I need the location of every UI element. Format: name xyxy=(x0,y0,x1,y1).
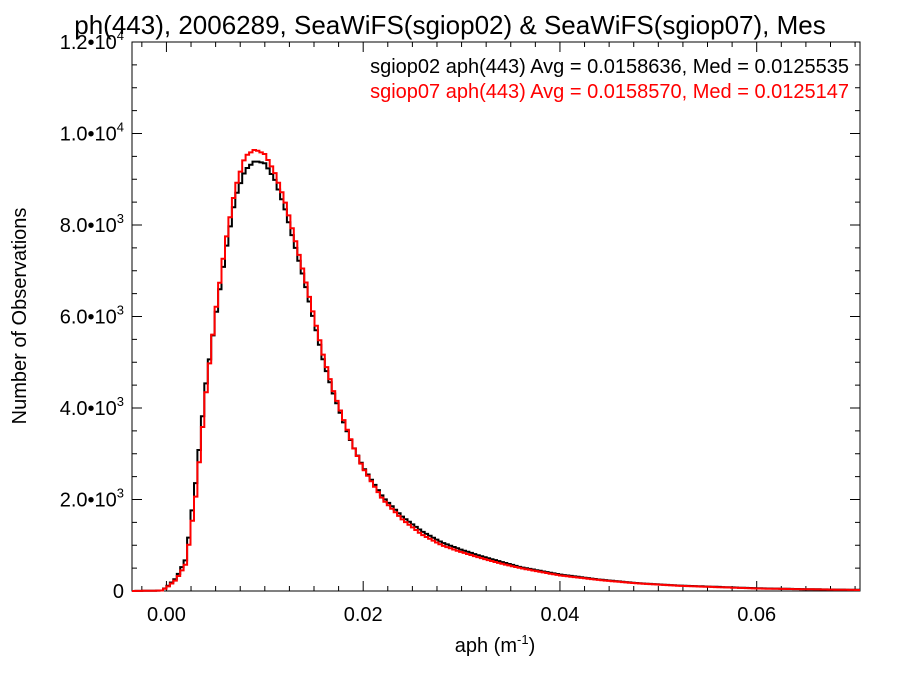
series-line-sgiop07 xyxy=(132,149,860,592)
axis-ticks: 0.00 0.02 0.04 0.0602.0•1034.0•1036.0•1038.… xyxy=(60,28,860,626)
y-tick-label-mantissa: 8.0•10 xyxy=(60,215,117,237)
x-tick-label: 0.00 xyxy=(147,604,186,626)
y-tick-label-exponent: 4 xyxy=(117,120,124,135)
x-axis-label-text: aph (m xyxy=(455,635,517,657)
y-axis-label: Number of Observations xyxy=(9,208,31,425)
y-tick-label-exponent: 3 xyxy=(117,486,124,501)
y-tick-label-exponent: 4 xyxy=(117,28,124,43)
plot-frame xyxy=(131,41,861,592)
y-tick-label: 4.0•103 xyxy=(60,394,124,420)
legend-entry-sgiop02: sgiop02 aph(443) Avg = 0.0158636, Med = … xyxy=(370,56,849,78)
y-tick-label-exponent: 3 xyxy=(117,211,124,226)
y-tick-label: 0 xyxy=(113,581,124,603)
x-axis-label-exponent: -1 xyxy=(517,632,529,647)
y-tick-label: 1.0•104 xyxy=(60,120,124,146)
y-tick-label-exponent: 3 xyxy=(117,303,124,318)
y-tick-label-mantissa: 1.0•10 xyxy=(60,124,117,146)
y-tick-label-exponent: 3 xyxy=(117,394,124,409)
y-tick-label: 2.0•103 xyxy=(60,486,124,512)
y-tick-label: 8.0•103 xyxy=(60,211,124,237)
x-tick-label: 0.04 xyxy=(540,604,579,626)
series-group xyxy=(132,149,860,592)
x-axis-label: aph (m-1) xyxy=(455,632,535,657)
y-tick-label-mantissa: 2.0•10 xyxy=(60,490,117,512)
y-tick-label: 6.0•103 xyxy=(60,303,124,329)
x-tick-label: 0.06 xyxy=(737,604,776,626)
series-line-sgiop02 xyxy=(132,160,860,592)
legend-entry-sgiop07: sgiop07 aph(443) Avg = 0.0158570, Med = … xyxy=(370,81,849,103)
x-tick-label: 0.02 xyxy=(344,604,383,626)
y-tick-label-mantissa: 1.2•10 xyxy=(60,32,117,54)
x-axis-label-close: ) xyxy=(529,635,536,657)
y-tick-label: 1.2•104 xyxy=(60,28,124,54)
chart-title: ph(443), 2006289, SeaWiFS(sgiop02) & Sea… xyxy=(74,10,825,40)
y-tick-label-mantissa: 6.0•10 xyxy=(60,307,117,329)
y-tick-label-mantissa: 0 xyxy=(113,581,124,603)
y-tick-label-mantissa: 4.0•10 xyxy=(60,398,117,420)
